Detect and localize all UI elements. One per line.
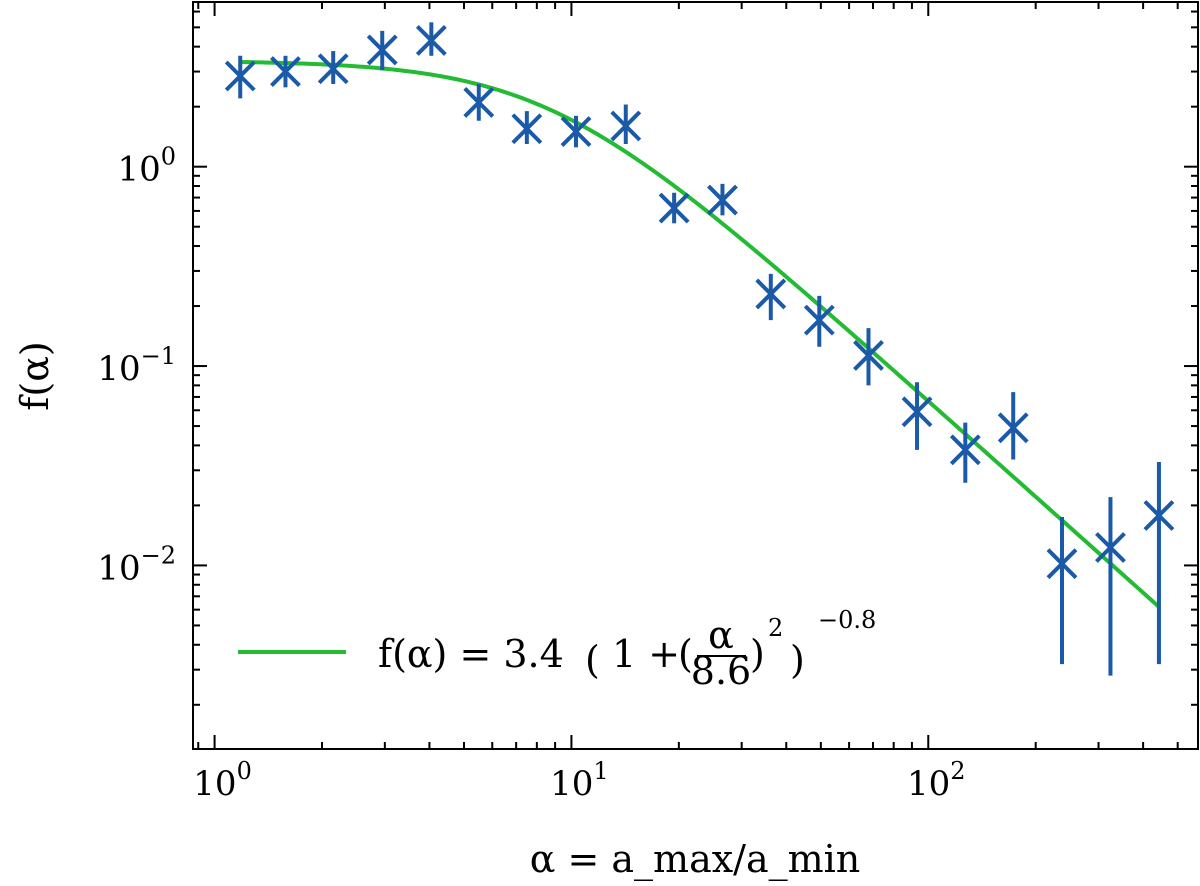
data-point-7 bbox=[560, 115, 592, 148]
data-point-4 bbox=[415, 22, 447, 56]
plot-frame bbox=[192, 1, 1199, 750]
marker-b-10 bbox=[707, 184, 738, 216]
data-point-1 bbox=[270, 55, 301, 88]
marker-b-14 bbox=[901, 396, 933, 428]
data-point-6 bbox=[511, 111, 543, 145]
marker-b-5 bbox=[463, 87, 495, 118]
y-tick-label-2: 10−2 bbox=[97, 541, 176, 588]
data-point-3 bbox=[366, 30, 398, 71]
legend-outer-exp: −0.8 bbox=[818, 606, 876, 634]
marker-b-15 bbox=[949, 434, 981, 466]
data-point-11 bbox=[755, 273, 787, 321]
marker-b-6 bbox=[511, 113, 543, 145]
marker-b-8 bbox=[610, 110, 642, 142]
marker-b-3 bbox=[366, 34, 398, 66]
marker-b-4 bbox=[415, 24, 447, 56]
legend-inner-paren-right: ) bbox=[750, 632, 765, 676]
legend-paren-left: ( bbox=[585, 638, 600, 682]
legend-inner-exp: 2 bbox=[768, 614, 783, 642]
legend: f(α) = 3.4 ( 1 + ( α 8.6 ) 2 ) −0.8 bbox=[238, 606, 876, 693]
y-axis-tick-labels: 100 10−1 10−2 bbox=[97, 143, 176, 589]
x-tick-label-0: 100 bbox=[193, 757, 252, 804]
data-point-13 bbox=[853, 328, 884, 386]
x-tick-label-2: 102 bbox=[907, 757, 966, 804]
data-point-9 bbox=[658, 192, 690, 224]
legend-frac-den: 8.6 bbox=[691, 649, 751, 693]
marker-b-7 bbox=[560, 116, 592, 147]
marker-b-1 bbox=[270, 56, 301, 87]
y-tick-label-0: 100 bbox=[117, 143, 176, 190]
data-point-14 bbox=[901, 382, 933, 450]
data-point-10 bbox=[707, 183, 738, 216]
y-axis-ticks bbox=[193, 10, 1198, 706]
data-point-8 bbox=[610, 104, 642, 144]
data-point-16 bbox=[997, 392, 1029, 460]
marker-b-16 bbox=[997, 412, 1029, 444]
data-point-2 bbox=[317, 51, 349, 85]
legend-paren-right: ) bbox=[790, 638, 805, 682]
fit-curve bbox=[240, 60, 1161, 609]
marker-b-9 bbox=[658, 192, 690, 224]
marker-b-13 bbox=[853, 340, 884, 371]
y-axis-label: f(α) bbox=[13, 341, 57, 410]
data-point-17 bbox=[1046, 516, 1078, 665]
data-point-15 bbox=[949, 422, 981, 483]
legend-label-one-plus: 1 + bbox=[612, 632, 680, 676]
marker-b-18 bbox=[1095, 532, 1126, 563]
data-point-0 bbox=[224, 55, 256, 99]
marker-b-17 bbox=[1046, 548, 1078, 580]
data-point-12 bbox=[803, 295, 835, 347]
x-axis-tick-labels: 100 101 102 bbox=[193, 757, 965, 804]
marker-b-11 bbox=[755, 278, 787, 310]
marker-b-2 bbox=[317, 53, 349, 85]
x-axis-label: α = a_max/a_min bbox=[530, 837, 861, 882]
marker-b-12 bbox=[803, 304, 835, 336]
data-point-19 bbox=[1143, 462, 1175, 665]
x-axis-ticks bbox=[197, 2, 1179, 749]
marker-b-19 bbox=[1143, 500, 1175, 531]
data-point-5 bbox=[463, 83, 495, 121]
y-tick-label-1: 10−1 bbox=[97, 342, 176, 389]
data-point-18 bbox=[1095, 497, 1126, 676]
x-tick-label-1: 101 bbox=[550, 757, 609, 804]
marker-b-0 bbox=[224, 60, 256, 92]
data-points bbox=[224, 22, 1175, 676]
legend-frac-num: α bbox=[708, 613, 734, 657]
legend-label-prefix: f(α) = 3.4 bbox=[378, 632, 564, 676]
legend-inner-paren-left: ( bbox=[678, 632, 693, 676]
